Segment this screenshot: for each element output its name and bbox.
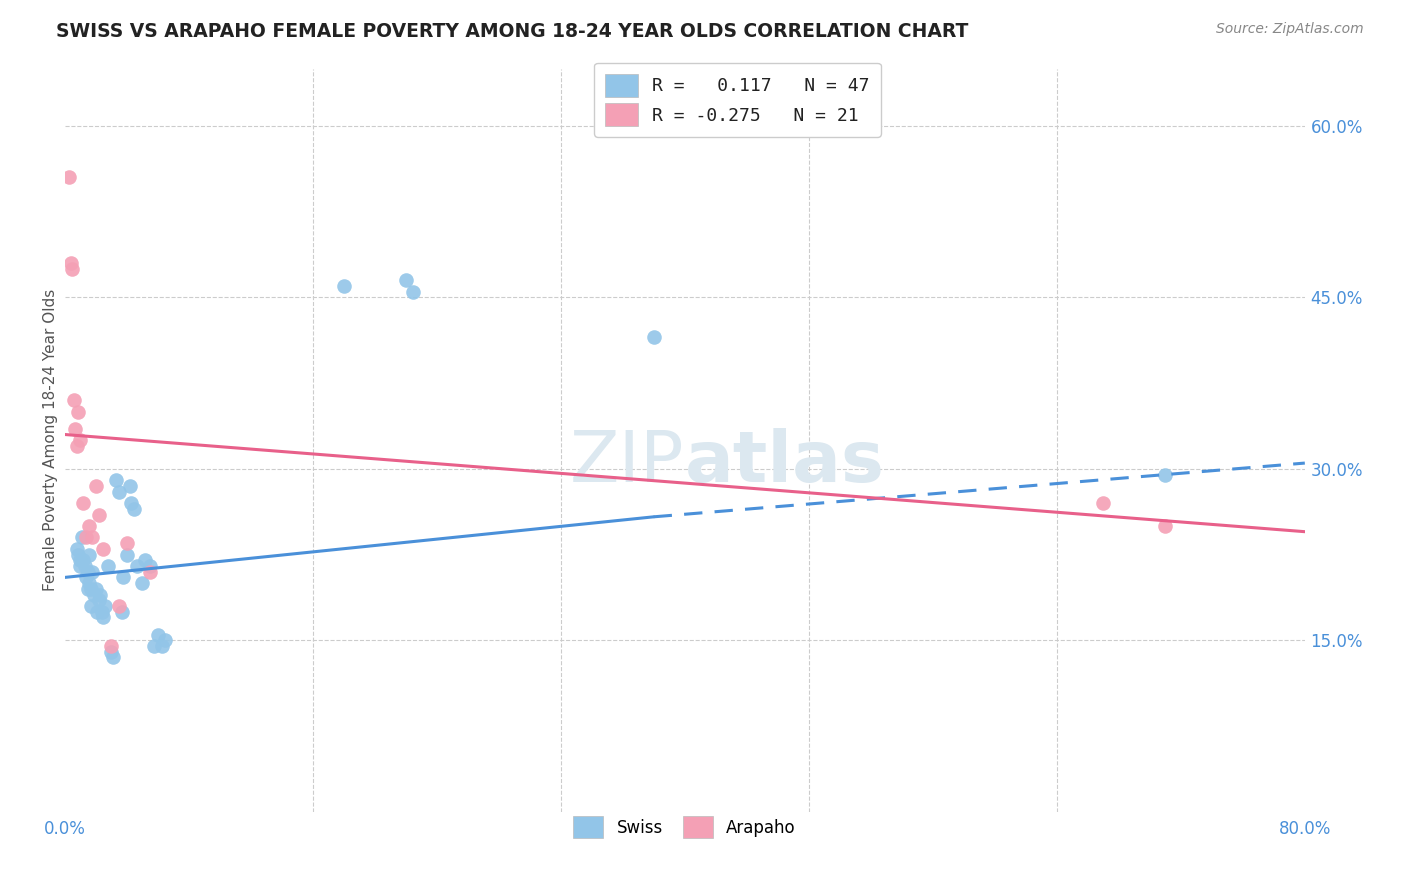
Point <box>67 548 90 562</box>
Point <box>134 553 156 567</box>
Text: ZIP: ZIP <box>571 428 685 497</box>
Point <box>111 605 134 619</box>
Point <box>112 570 135 584</box>
Point <box>82 565 104 579</box>
Text: Source: ZipAtlas.com: Source: ZipAtlas.com <box>1216 22 1364 37</box>
Point <box>643 330 665 344</box>
Point <box>62 393 84 408</box>
Point <box>150 639 173 653</box>
Point <box>79 519 101 533</box>
Point <box>79 548 101 562</box>
Point <box>332 278 354 293</box>
Point <box>1154 519 1177 533</box>
Point <box>65 422 87 436</box>
Point <box>146 627 169 641</box>
Point <box>91 610 114 624</box>
Point <box>69 553 91 567</box>
Point <box>69 433 91 447</box>
Point <box>104 473 127 487</box>
Point <box>107 599 129 613</box>
Point <box>79 576 101 591</box>
Point <box>120 496 142 510</box>
Point <box>402 285 425 299</box>
Point <box>143 639 166 653</box>
Point <box>83 588 105 602</box>
Point <box>70 530 93 544</box>
Point <box>80 582 103 596</box>
Point <box>60 261 83 276</box>
Point <box>80 599 103 613</box>
Point <box>115 548 138 562</box>
Point <box>73 559 96 574</box>
Legend: Swiss, Arapaho: Swiss, Arapaho <box>567 810 803 845</box>
Text: SWISS VS ARAPAHO FEMALE POVERTY AMONG 18-24 YEAR OLDS CORRELATION CHART: SWISS VS ARAPAHO FEMALE POVERTY AMONG 18… <box>56 22 969 41</box>
Point <box>72 496 94 510</box>
Y-axis label: Female Poverty Among 18-24 Year Olds: Female Poverty Among 18-24 Year Olds <box>44 289 58 591</box>
Point <box>100 645 122 659</box>
Point <box>139 559 162 574</box>
Point <box>75 530 97 544</box>
Point <box>58 170 80 185</box>
Point <box>87 508 110 522</box>
Point <box>66 439 89 453</box>
Point <box>87 593 110 607</box>
Point <box>101 650 124 665</box>
Point <box>67 404 90 418</box>
Point <box>394 273 416 287</box>
Point <box>76 565 98 579</box>
Point <box>124 501 146 516</box>
Point <box>86 605 108 619</box>
Point <box>107 484 129 499</box>
Point <box>89 588 111 602</box>
Point <box>91 541 114 556</box>
Point <box>97 559 120 574</box>
Point <box>100 639 122 653</box>
Text: atlas: atlas <box>685 428 884 497</box>
Point <box>84 479 107 493</box>
Point <box>118 479 141 493</box>
Point <box>1092 496 1115 510</box>
Point <box>90 605 112 619</box>
Point <box>127 559 149 574</box>
Point <box>139 565 162 579</box>
Point <box>75 570 97 584</box>
Point <box>76 582 98 596</box>
Point <box>72 553 94 567</box>
Point <box>66 541 89 556</box>
Point <box>59 256 82 270</box>
Point <box>69 559 91 574</box>
Point <box>115 536 138 550</box>
Point <box>131 576 153 591</box>
Point <box>84 582 107 596</box>
Point <box>155 633 177 648</box>
Point <box>82 530 104 544</box>
Point <box>94 599 117 613</box>
Point <box>1154 467 1177 482</box>
